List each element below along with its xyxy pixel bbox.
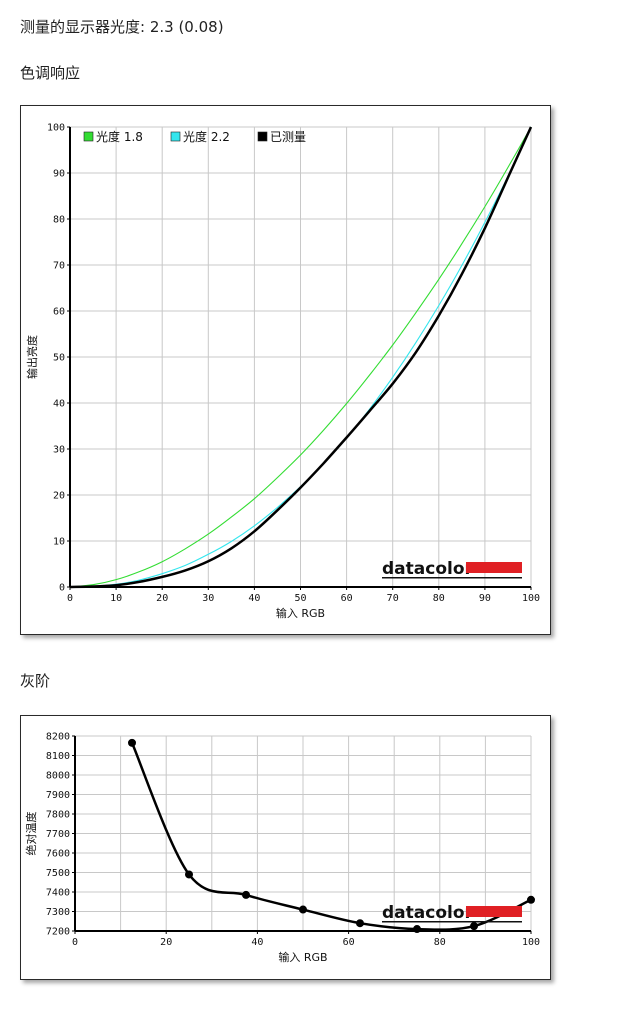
x-tick-label: 100	[522, 937, 540, 948]
x-tick-label: 60	[343, 937, 355, 948]
y-tick-label: 50	[53, 353, 65, 364]
x-axis-label: 输入 RGB	[276, 606, 325, 620]
y-tick-label: 7200	[46, 927, 70, 938]
x-tick-label: 80	[433, 593, 445, 604]
legend-label: 光度 1.8	[96, 129, 143, 144]
grayscale-temperature-chart: 0 20 40 60 80 100 7200 7300 7400 7500 7600 7700 7800…	[24, 732, 540, 965]
y-tick-label: 7600	[46, 849, 70, 860]
y-tick-label: 7500	[46, 868, 70, 879]
datacolor-logo-underline	[382, 577, 522, 579]
y-tick-label: 7800	[46, 810, 70, 821]
grayscale-heading: 灰阶	[20, 672, 51, 690]
datacolor-logo-bar	[466, 562, 522, 573]
x-tick-label: 40	[251, 937, 263, 948]
y-tick-label: 20	[53, 491, 65, 502]
x-tick-label: 20	[160, 937, 172, 948]
datacolor-logo: datacolor	[382, 903, 522, 923]
x-tick-label: 0	[72, 937, 78, 948]
y-tick-label: 100	[47, 123, 65, 134]
y-tick-label: 70	[53, 261, 65, 272]
legend-label: 光度 2.2	[183, 129, 230, 144]
data-point	[470, 922, 478, 931]
y-tick-label: 0	[59, 583, 65, 594]
legend-swatch	[257, 131, 268, 142]
x-tick-label: 20	[156, 593, 168, 604]
x-tick-label: 100	[522, 593, 540, 604]
y-axis-label: 输出亮度	[25, 335, 39, 379]
series-line-3	[69, 126, 533, 589]
x-tick-label: 80	[434, 937, 446, 948]
data-point	[128, 738, 136, 747]
datacolor-logo-text: datacolor	[382, 559, 474, 579]
gamma-heading: 测量的显示器光度: 2.3 (0.08)	[20, 18, 224, 36]
data-point	[299, 905, 307, 914]
legend-swatch	[170, 131, 181, 142]
y-tick-label: 40	[53, 399, 65, 410]
data-point	[185, 870, 193, 879]
x-tick-label: 60	[341, 593, 353, 604]
x-tick-label: 90	[479, 593, 491, 604]
y-tick-label: 7300	[46, 907, 70, 918]
x-axis-label: 输入 RGB	[278, 950, 327, 964]
data-point	[242, 890, 250, 899]
legend-item: 光度 1.8	[83, 129, 143, 144]
y-tick-label: 10	[53, 537, 65, 548]
tone-response-heading: 色调响应	[20, 64, 81, 82]
grayscale-chart-panel: 0 20 40 60 80 100 7200 7300 7400 7500 7600 7700 7800…	[20, 715, 551, 980]
tone-response-chart: 0 10 20 30 40 50 60 70 80 90 100 0 10 20 30 40 50 60 70 80 9…	[25, 123, 540, 621]
x-tick-label: 40	[248, 593, 260, 604]
y-tick-label: 8100	[46, 751, 70, 762]
series-line-1	[69, 126, 532, 588]
legend-item: 光度 2.2	[170, 129, 230, 144]
series-line-1	[130, 742, 532, 931]
x-tick-label: 30	[202, 593, 214, 604]
x-tick-label: 0	[67, 593, 73, 604]
y-tick-label: 7400	[46, 888, 70, 899]
datacolor-logo-text: datacolor	[382, 903, 474, 923]
datacolor-logo: datacolor	[382, 559, 522, 579]
legend-swatch	[83, 131, 94, 142]
y-tick-label: 8200	[46, 732, 70, 743]
y-tick-label: 8000	[46, 771, 70, 782]
legend-item: 已测量	[257, 130, 306, 144]
tone-response-chart-panel: 0 10 20 30 40 50 60 70 80 90 100 0 10 20 30 40 50 60 70 80 9…	[20, 105, 551, 635]
x-tick-label: 10	[110, 593, 122, 604]
y-tick-label: 80	[53, 215, 65, 226]
x-tick-label: 50	[294, 593, 306, 604]
legend-label: 已测量	[270, 130, 306, 144]
datacolor-logo-underline	[382, 921, 522, 923]
y-axis-label: 绝对温度	[24, 812, 38, 856]
x-tick-label: 70	[387, 593, 399, 604]
y-tick-label: 60	[53, 307, 65, 318]
y-tick-label: 90	[53, 169, 65, 180]
datacolor-logo-bar	[466, 906, 522, 917]
data-point	[356, 919, 364, 928]
y-tick-label: 30	[53, 445, 65, 456]
data-point	[527, 895, 535, 904]
y-tick-label: 7700	[46, 829, 70, 840]
y-tick-label: 7900	[46, 790, 70, 801]
